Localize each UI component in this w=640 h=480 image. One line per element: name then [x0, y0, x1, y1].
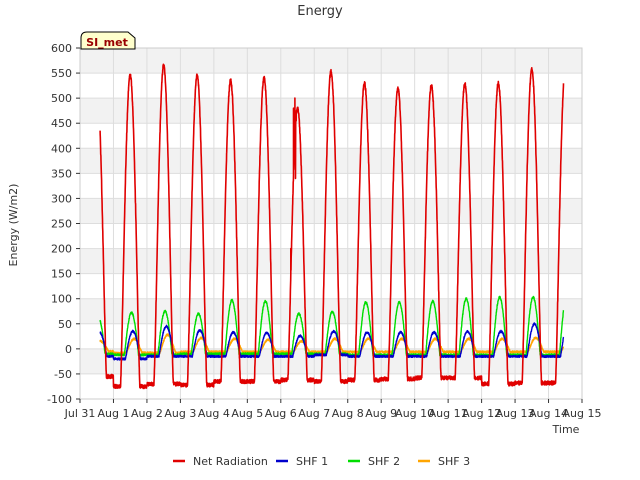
y-tick-label: 0 [65, 343, 72, 356]
x-tick-label: Aug 6 [265, 407, 297, 420]
station-badge-label: SI_met [86, 36, 128, 49]
x-tick-label: Aug 14 [529, 407, 568, 420]
y-tick-label: 100 [51, 293, 72, 306]
y-tick-label: 400 [51, 142, 72, 155]
x-tick-label: Aug 3 [164, 407, 196, 420]
x-tick-label: Aug 1 [97, 407, 129, 420]
x-axis-label: Time [552, 423, 580, 436]
plot-band [80, 248, 582, 274]
y-tick-label: 150 [51, 268, 72, 281]
x-tick-label: Aug 8 [332, 407, 364, 420]
y-axis-label: Energy (W/m2) [7, 184, 20, 267]
y-tick-label: 550 [51, 67, 72, 80]
x-tick-label: Aug 12 [462, 407, 501, 420]
station-badge-shape [80, 31, 136, 50]
series-line-net-radiation [99, 63, 565, 390]
chart-title: Energy [297, 4, 343, 19]
y-tick-label: 250 [51, 218, 72, 231]
series-lines [99, 63, 565, 390]
series-line-shf-1 [99, 322, 565, 361]
y-tick-label: 300 [51, 192, 72, 205]
x-tick-label: Aug 4 [198, 407, 230, 420]
y-tick-label: 600 [51, 42, 72, 55]
y-axis: -100 -50 0 50 100 150 200 250 300 350 400 450 500 550… [47, 42, 80, 406]
x-tick-label: Aug 9 [365, 407, 397, 420]
x-axis: Jul 31 Aug 1 Aug 2 Aug 3 Aug 4 Aug 5 Aug 6 Aug … [64, 399, 602, 420]
x-tick-label: Aug 2 [131, 407, 163, 420]
legend-label: SHF 1 [296, 455, 328, 468]
plot-band [80, 98, 582, 124]
x-tick-label: Aug 15 [563, 407, 602, 420]
plot-band [80, 198, 582, 224]
legend-label: SHF 3 [438, 455, 470, 468]
y-tick-label: 50 [58, 318, 72, 331]
x-tick-label: Aug 5 [231, 407, 263, 420]
x-tick-label: Aug 11 [429, 407, 468, 420]
y-tick-label: 350 [51, 167, 72, 180]
legend: Net Radiation SHF 1 SHF 2 SHF 3 [173, 455, 470, 468]
x-tick-label: Aug 13 [496, 407, 535, 420]
x-tick-label: Aug 10 [395, 407, 434, 420]
legend-label: Net Radiation [193, 455, 268, 468]
y-tick-label: -50 [54, 368, 72, 381]
station-badge: SI_met [80, 31, 136, 50]
y-tick-label: 500 [51, 92, 72, 105]
y-tick-label: 200 [51, 243, 72, 256]
plot-band [80, 348, 582, 374]
plot-band [80, 148, 582, 174]
y-tick-label: -100 [47, 393, 72, 406]
x-tick-label: Aug 7 [298, 407, 330, 420]
y-tick-label: 450 [51, 117, 72, 130]
x-tick-label: Jul 31 [64, 407, 96, 420]
legend-label: SHF 2 [368, 455, 400, 468]
